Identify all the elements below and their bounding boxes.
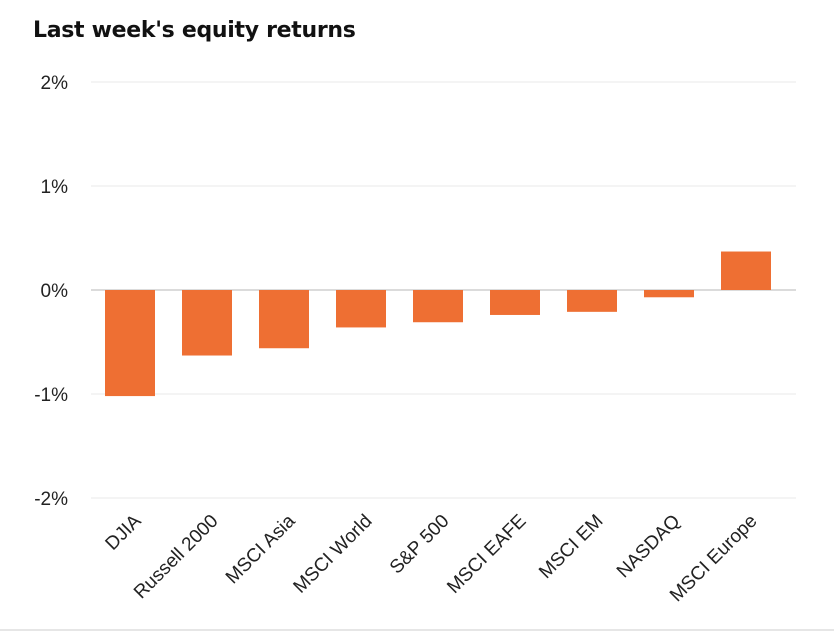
x-tick-label: MSCI Asia [222, 510, 300, 588]
bar [567, 290, 617, 312]
x-tick-label: MSCI EAFE [443, 511, 530, 598]
bar [105, 290, 155, 397]
y-tick-label: -2% [34, 489, 68, 510]
bar [413, 290, 463, 323]
y-tick-label: 0% [41, 281, 69, 302]
bar [644, 290, 694, 298]
x-tick-label: MSCI EM [535, 511, 607, 583]
y-axis: 2% 1% 0% -1% -2% [34, 73, 68, 510]
bars [105, 251, 771, 397]
x-tick-label: S&P 500 [386, 511, 454, 579]
y-tick-label: 2% [41, 73, 69, 94]
chart-title: Last week's equity returns [33, 18, 356, 43]
bar [259, 290, 309, 349]
x-tick-label: MSCI World [290, 511, 377, 598]
bar [336, 290, 386, 328]
bar [721, 251, 771, 290]
bar [182, 290, 232, 356]
bottom-divider [0, 629, 834, 631]
y-tick-label: 1% [41, 177, 69, 198]
x-tick-label: DJIA [102, 510, 146, 554]
bar [490, 290, 540, 315]
y-tick-label: -1% [34, 385, 68, 406]
x-tick-label: NASDAQ [613, 511, 685, 583]
